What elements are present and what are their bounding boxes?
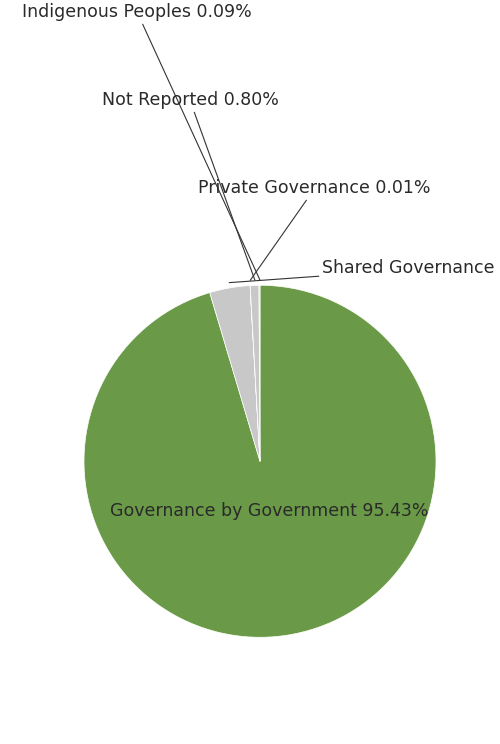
- Wedge shape: [210, 286, 260, 461]
- Text: Governance by Government 95.43%: Governance by Government 95.43%: [110, 501, 428, 519]
- Text: Shared Governance 3.71%: Shared Governance 3.71%: [229, 259, 500, 283]
- Text: Indigenous Peoples 0.09%: Indigenous Peoples 0.09%: [22, 4, 260, 280]
- Wedge shape: [250, 286, 260, 461]
- Wedge shape: [250, 285, 260, 461]
- Wedge shape: [84, 285, 436, 638]
- Text: Not Reported 0.80%: Not Reported 0.80%: [102, 92, 278, 280]
- Wedge shape: [259, 285, 260, 461]
- Text: Private Governance 0.01%: Private Governance 0.01%: [198, 179, 431, 280]
